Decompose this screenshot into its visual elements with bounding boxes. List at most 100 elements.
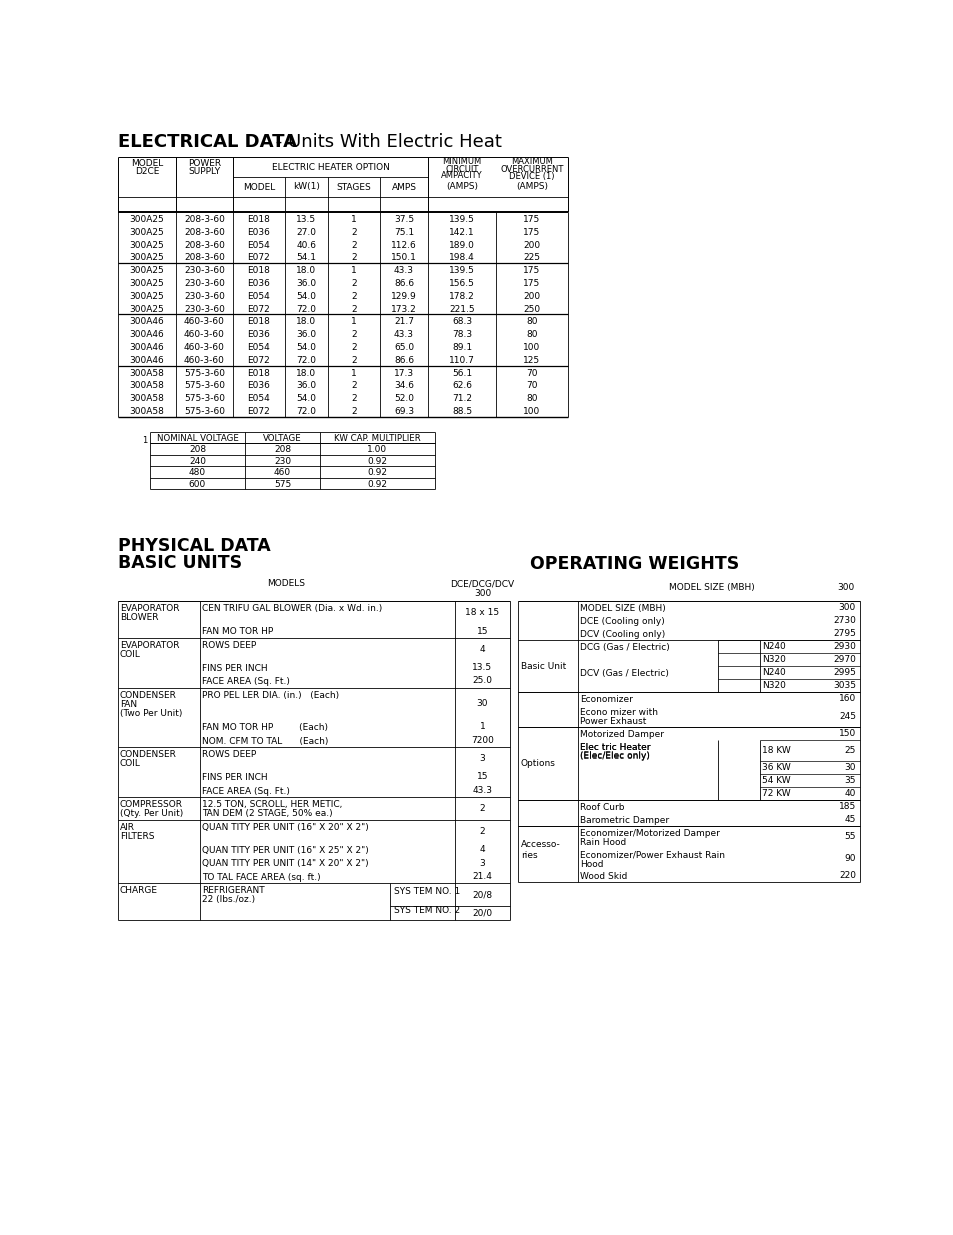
- Text: 13.5: 13.5: [296, 215, 316, 224]
- Text: 52.0: 52.0: [394, 394, 414, 403]
- Text: 300A25: 300A25: [130, 305, 164, 314]
- Text: 20/0: 20/0: [472, 909, 492, 918]
- Text: MODEL SIZE (MBH): MODEL SIZE (MBH): [579, 604, 665, 614]
- Text: VOLTAGE: VOLTAGE: [263, 433, 301, 442]
- Text: 129.9: 129.9: [391, 291, 416, 301]
- Text: E018: E018: [247, 317, 270, 326]
- Text: 460-3-60: 460-3-60: [184, 343, 225, 352]
- Text: 2: 2: [351, 330, 356, 340]
- Text: 2930: 2930: [832, 642, 855, 651]
- Text: 2: 2: [479, 804, 485, 813]
- Text: 300A25: 300A25: [130, 253, 164, 262]
- Text: 300A25: 300A25: [130, 241, 164, 249]
- Text: 89.1: 89.1: [452, 343, 472, 352]
- Text: 300A58: 300A58: [130, 406, 164, 416]
- Text: 86.6: 86.6: [394, 279, 414, 288]
- Text: QUAN TITY PER UNIT (14" X 20" X 2"): QUAN TITY PER UNIT (14" X 20" X 2"): [202, 860, 368, 868]
- Text: 45: 45: [843, 815, 855, 824]
- Text: 7200: 7200: [471, 736, 494, 745]
- Text: 208: 208: [274, 446, 291, 454]
- Text: 575-3-60: 575-3-60: [184, 368, 225, 378]
- Text: 230-3-60: 230-3-60: [184, 279, 225, 288]
- Text: 21.4: 21.4: [472, 872, 492, 882]
- Text: 460: 460: [274, 468, 291, 478]
- Text: Basic Unit: Basic Unit: [520, 662, 566, 671]
- Text: kW(1): kW(1): [293, 183, 319, 191]
- Text: 2730: 2730: [832, 616, 855, 625]
- Text: 25: 25: [843, 746, 855, 755]
- Text: 208: 208: [189, 446, 206, 454]
- Text: Economizer/Motorized Damper: Economizer/Motorized Damper: [579, 829, 720, 839]
- Text: 18 x 15: 18 x 15: [465, 609, 499, 618]
- Text: MAXIMUM: MAXIMUM: [511, 158, 553, 167]
- Text: 575-3-60: 575-3-60: [184, 394, 225, 403]
- Text: 36 KW: 36 KW: [761, 763, 790, 772]
- Text: (Two Per Unit): (Two Per Unit): [120, 709, 182, 718]
- Text: N240: N240: [761, 668, 785, 677]
- Text: 18.0: 18.0: [296, 266, 316, 275]
- Text: FAN MO TOR HP: FAN MO TOR HP: [202, 627, 273, 636]
- Text: 40: 40: [843, 789, 855, 798]
- Text: N320: N320: [761, 656, 785, 664]
- Text: MODEL SIZE (MBH): MODEL SIZE (MBH): [668, 583, 754, 593]
- Text: E018: E018: [247, 266, 270, 275]
- Text: 250: 250: [523, 305, 540, 314]
- Text: 40.6: 40.6: [296, 241, 316, 249]
- Text: 240: 240: [189, 457, 206, 466]
- Text: 4: 4: [479, 845, 485, 855]
- Text: 300: 300: [837, 583, 854, 593]
- Text: 20/8: 20/8: [472, 890, 492, 899]
- Text: 18.0: 18.0: [296, 317, 316, 326]
- Text: 3: 3: [479, 858, 485, 868]
- Text: 300A25: 300A25: [130, 279, 164, 288]
- Text: 43.3: 43.3: [472, 785, 492, 795]
- Text: 100: 100: [523, 406, 540, 416]
- Text: Rain Hood: Rain Hood: [579, 839, 625, 847]
- Text: 37.5: 37.5: [394, 215, 414, 224]
- Text: 1: 1: [142, 436, 147, 445]
- Text: SUPPLY: SUPPLY: [189, 168, 220, 177]
- Text: 88.5: 88.5: [452, 406, 472, 416]
- Text: 54.0: 54.0: [296, 343, 316, 352]
- Text: SYS TEM NO. 2: SYS TEM NO. 2: [394, 905, 459, 915]
- Text: 300A58: 300A58: [130, 394, 164, 403]
- Text: 54.0: 54.0: [296, 394, 316, 403]
- Text: 575-3-60: 575-3-60: [184, 406, 225, 416]
- Text: 27.0: 27.0: [296, 227, 316, 237]
- Text: 300A25: 300A25: [130, 215, 164, 224]
- Text: (AMPS): (AMPS): [446, 183, 477, 191]
- Text: TO TAL FACE AREA (sq. ft.): TO TAL FACE AREA (sq. ft.): [202, 873, 320, 882]
- Text: EVAPORATOR: EVAPORATOR: [120, 641, 179, 650]
- Text: (Elec/Elec only): (Elec/Elec only): [579, 752, 649, 761]
- Text: FAN: FAN: [120, 700, 137, 709]
- Text: 300A25: 300A25: [130, 291, 164, 301]
- Text: 2: 2: [351, 305, 356, 314]
- Text: 0.92: 0.92: [367, 480, 387, 489]
- Text: 12.5 TON, SCROLL, HER METIC,: 12.5 TON, SCROLL, HER METIC,: [202, 800, 342, 809]
- Text: FACE AREA (Sq. Ft.): FACE AREA (Sq. Ft.): [202, 677, 290, 687]
- Text: 2: 2: [351, 227, 356, 237]
- Text: 112.6: 112.6: [391, 241, 416, 249]
- Text: COMPRESSOR: COMPRESSOR: [120, 800, 183, 809]
- Text: 178.2: 178.2: [449, 291, 475, 301]
- Text: 480: 480: [189, 468, 206, 478]
- Text: 189.0: 189.0: [449, 241, 475, 249]
- Text: Accesso-
ries: Accesso- ries: [520, 841, 560, 860]
- Text: 68.3: 68.3: [452, 317, 472, 326]
- Text: STAGES: STAGES: [336, 183, 371, 191]
- Text: Hood: Hood: [579, 860, 603, 868]
- Text: 110.7: 110.7: [449, 356, 475, 364]
- Text: FILTERS: FILTERS: [120, 832, 154, 841]
- Text: FAN MO TOR HP         (Each): FAN MO TOR HP (Each): [202, 724, 328, 732]
- Text: 175: 175: [523, 215, 540, 224]
- Text: Economizer/Power Exhaust Rain: Economizer/Power Exhaust Rain: [579, 851, 724, 860]
- Text: AMPS: AMPS: [391, 183, 416, 191]
- Text: COIL: COIL: [120, 650, 141, 658]
- Text: (Qty. Per Unit): (Qty. Per Unit): [120, 809, 183, 818]
- Text: 2970: 2970: [832, 656, 855, 664]
- Text: Econo mizer with: Econo mizer with: [579, 709, 658, 718]
- Text: ELECTRICAL DATA: ELECTRICAL DATA: [118, 133, 296, 151]
- Text: PRO PEL LER DIA. (in.)   (Each): PRO PEL LER DIA. (in.) (Each): [202, 690, 338, 700]
- Text: AMPACITY: AMPACITY: [440, 172, 482, 180]
- Text: 185: 185: [838, 803, 855, 811]
